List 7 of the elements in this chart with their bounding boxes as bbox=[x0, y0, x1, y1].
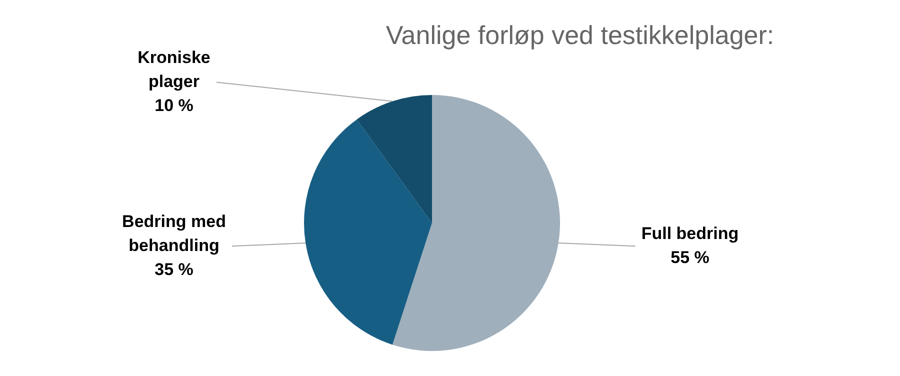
chart-title: Vanlige forløp ved testikkelplager: bbox=[384, 20, 776, 51]
data-label: 10 % bbox=[154, 96, 194, 115]
data-label: 55 % bbox=[670, 248, 710, 267]
slice-label: Bedring med behandling bbox=[122, 212, 226, 255]
data-label: 35 % bbox=[154, 260, 194, 279]
slice-label: Kroniske plager bbox=[138, 48, 210, 91]
slice-label: Full bedring bbox=[641, 224, 739, 243]
